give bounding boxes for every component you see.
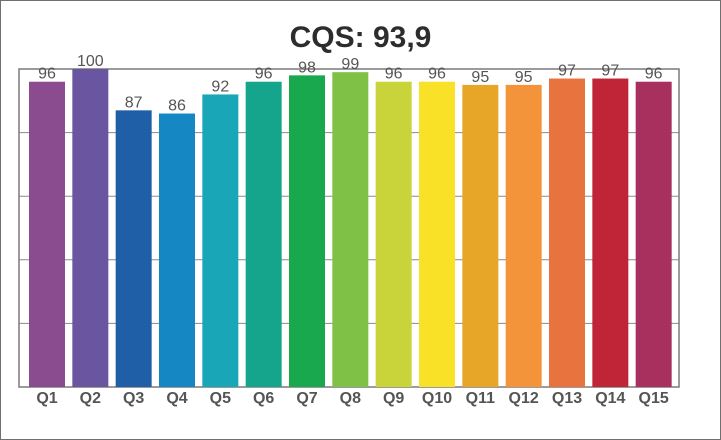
x-tick-label-q14: Q14 (595, 390, 625, 407)
x-tick-label-q4: Q4 (166, 390, 187, 407)
bar-q2 (72, 69, 109, 387)
data-label-q6: 96 (255, 66, 273, 83)
bar-q12 (505, 84, 542, 388)
x-tick-label-q12: Q12 (509, 390, 539, 407)
bar-q11 (462, 84, 499, 388)
bar-q3 (115, 110, 152, 387)
data-label-q9: 96 (385, 66, 403, 83)
data-label-q12: 95 (515, 69, 533, 86)
x-tick-label-q6: Q6 (253, 390, 274, 407)
data-label-q11: 95 (471, 69, 489, 86)
bar-q5 (202, 94, 239, 387)
bar-q9 (375, 81, 412, 387)
bar-q8 (332, 72, 369, 388)
x-tick-label-q15: Q15 (639, 390, 669, 407)
data-label-q13: 97 (558, 63, 576, 80)
bar-q4 (159, 113, 195, 388)
data-label-q1: 96 (38, 66, 56, 83)
bar-q6 (245, 81, 282, 387)
chart-title: CQS: 93,9 (289, 21, 432, 54)
bar-q10 (419, 81, 455, 387)
x-tick-label-q8: Q8 (340, 390, 361, 407)
data-label-q10: 96 (428, 66, 446, 83)
data-label-q14: 97 (601, 63, 619, 80)
bar-q14 (592, 78, 629, 387)
data-label-q4: 86 (168, 98, 186, 115)
data-label-q15: 96 (645, 66, 663, 83)
x-tick-label-q1: Q1 (36, 390, 57, 407)
x-tick-label-q11: Q11 (466, 390, 495, 407)
data-label-q5: 92 (211, 78, 229, 95)
x-tick-label-q3: Q3 (123, 390, 144, 407)
bar-q15 (635, 81, 672, 387)
x-tick-label-q13: Q13 (552, 390, 582, 407)
data-label-q2: 100 (77, 53, 104, 70)
x-tick-label-q2: Q2 (80, 390, 101, 407)
x-tick-label-q7: Q7 (296, 390, 317, 407)
x-tick-label-q10: Q10 (422, 390, 452, 407)
x-tick-label-q5: Q5 (210, 390, 231, 407)
x-tick-label-q9: Q9 (383, 390, 404, 407)
data-label-q8: 99 (341, 56, 359, 73)
data-label-q3: 87 (125, 94, 143, 111)
bar-q1 (29, 81, 65, 387)
bar-q13 (549, 78, 585, 387)
data-label-q7: 98 (298, 59, 316, 76)
bar-q7 (289, 75, 325, 388)
